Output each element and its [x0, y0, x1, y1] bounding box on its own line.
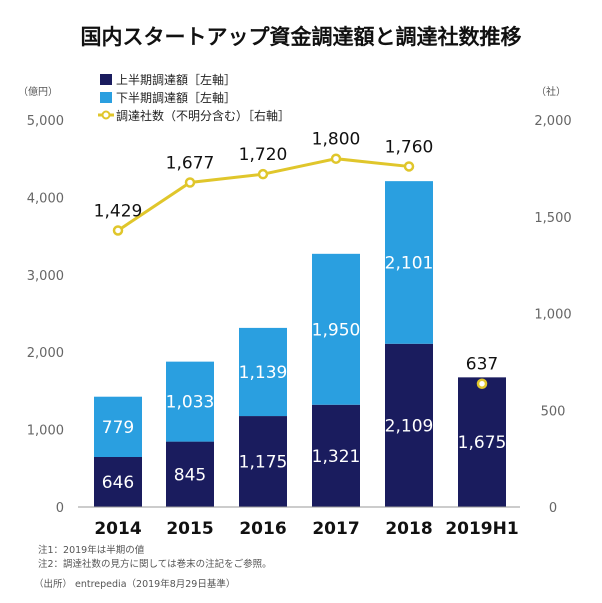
- left-tick-label: 5,000: [27, 114, 64, 129]
- left-tick-label: 4,000: [27, 191, 64, 206]
- count-label: 1,677: [166, 154, 215, 174]
- bar-label-first-half: 1,321: [312, 447, 361, 467]
- x-tick-label: 2014: [94, 519, 141, 539]
- legend-label-first-half: 上半期調達額［左軸］: [116, 72, 236, 87]
- note-text: （出所） entrepedia（2019年8月29日基準）: [34, 578, 235, 590]
- bar-second-half: [385, 181, 433, 344]
- bars: 646 779 845 1,033 1,175 1,139 1,321 1,950 2,109 2…: [94, 181, 506, 507]
- bar-second-half: [94, 396, 142, 457]
- bar-second-half: [312, 253, 360, 405]
- bar-first-half: [458, 377, 506, 507]
- bar-label-first-half: 1,175: [239, 453, 288, 473]
- legend-swatch-first-half: [100, 74, 112, 85]
- count-label: 1,429: [94, 201, 143, 221]
- x-tick-label: 2019H1: [445, 519, 518, 539]
- bar-label-first-half: 646: [102, 473, 134, 493]
- right-tick-label: 1,500: [534, 211, 571, 226]
- bar-label-second-half: 1,139: [239, 363, 288, 383]
- bar-label-first-half: 2,109: [385, 416, 434, 436]
- legend-label-second-half: 下半期調達額［左軸］: [116, 90, 236, 105]
- bar-first-half: [166, 441, 214, 507]
- legend-swatch-second-half: [100, 92, 112, 103]
- count-label: 1,760: [385, 137, 434, 157]
- x-tick-label: 2017: [312, 519, 359, 539]
- right-tick-label: 2,000: [534, 114, 571, 129]
- bar-first-half: [385, 343, 433, 507]
- count-point: [476, 378, 488, 389]
- x-tick-label: 2015: [166, 519, 213, 539]
- bar-second-half: [239, 327, 287, 417]
- right-tick-label: 500: [541, 404, 566, 419]
- right-tick-label: 0: [549, 501, 557, 516]
- bar-label-first-half: 845: [174, 465, 206, 485]
- x-tick-label: 2016: [239, 519, 286, 539]
- count-point: [184, 177, 196, 188]
- bar-label-first-half: 1,675: [458, 433, 507, 453]
- bar-first-half: [239, 416, 287, 507]
- bar-label-second-half: 779: [102, 418, 134, 438]
- right-axis-unit: （社）: [536, 85, 566, 98]
- count-label: 1,800: [312, 130, 361, 150]
- bar-first-half: [312, 404, 360, 507]
- count-point: [112, 225, 124, 236]
- count-label: 1,720: [239, 145, 288, 165]
- note-text: 注1：2019年は半期の値: [38, 544, 145, 556]
- x-axis: 2014 2015 2016 2017 2018 2019H1: [78, 506, 520, 539]
- bar-second-half: [166, 361, 214, 442]
- bar-label-second-half: 1,033: [166, 393, 215, 413]
- x-tick-label: 2018: [385, 519, 432, 539]
- legend-swatch-point: [101, 110, 111, 120]
- count-point: [403, 161, 415, 172]
- left-tick-label: 0: [56, 501, 64, 516]
- chart-title: 国内スタートアップ資金調達額と調達社数推移: [81, 25, 522, 49]
- left-axis-unit: （億円）: [18, 85, 58, 98]
- count-point: [330, 153, 342, 164]
- bar-label-second-half: 1,950: [312, 320, 361, 340]
- bar-first-half: [94, 456, 142, 507]
- right-tick-label: 1,000: [534, 308, 571, 323]
- bar-label-second-half: 2,101: [385, 253, 434, 273]
- count-line: 1,429 1,677 1,720 1,800 1,760 637: [94, 130, 498, 389]
- note-text: 注2：調達社数の見方に関しては巻末の注記をご参照。: [38, 558, 272, 570]
- legend: 上半期調達額［左軸］ 下半期調達額［左軸］ 調達社数（不明分含む）［右軸］: [98, 72, 290, 123]
- count-label: 637: [466, 355, 498, 375]
- right-axis: 0 500 1,000 1,500 2,000: [534, 114, 571, 516]
- count-point: [257, 168, 269, 180]
- left-tick-label: 2,000: [27, 346, 64, 361]
- left-tick-label: 1,000: [27, 424, 64, 439]
- legend-label-count: 調達社数（不明分含む）［右軸］: [116, 108, 290, 123]
- left-axis: 0 1,000 2,000 3,000 4,000 5,000: [27, 114, 64, 516]
- left-tick-label: 3,000: [27, 269, 64, 284]
